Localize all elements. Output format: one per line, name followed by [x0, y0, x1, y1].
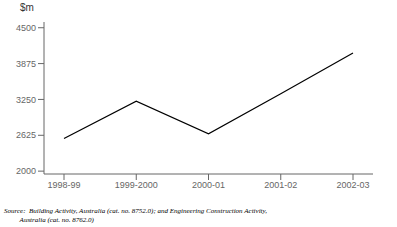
svg-text:2002-03: 2002-03 — [336, 180, 369, 190]
html-text:Australia (cat. no. 8762.0): Australia (cat. no. 8762.0) — [4, 215, 94, 224]
html-text:Source: Building Activity, Aus: Source: Building Activity, Australia (ca… — [4, 207, 267, 216]
svg-text:3250: 3250 — [16, 95, 36, 105]
svg-text:1999-2000: 1999-2000 — [115, 180, 158, 190]
svg-text:2000: 2000 — [16, 166, 36, 176]
html-text:$m: $m — [20, 2, 34, 13]
svg-text:4500: 4500 — [16, 23, 36, 33]
svg-text:3875: 3875 — [16, 59, 36, 69]
svg-text:1998-99: 1998-99 — [47, 180, 80, 190]
svg-text:2625: 2625 — [16, 130, 36, 140]
svg-text:2001-02: 2001-02 — [264, 180, 297, 190]
svg-text:2000-01: 2000-01 — [192, 180, 225, 190]
